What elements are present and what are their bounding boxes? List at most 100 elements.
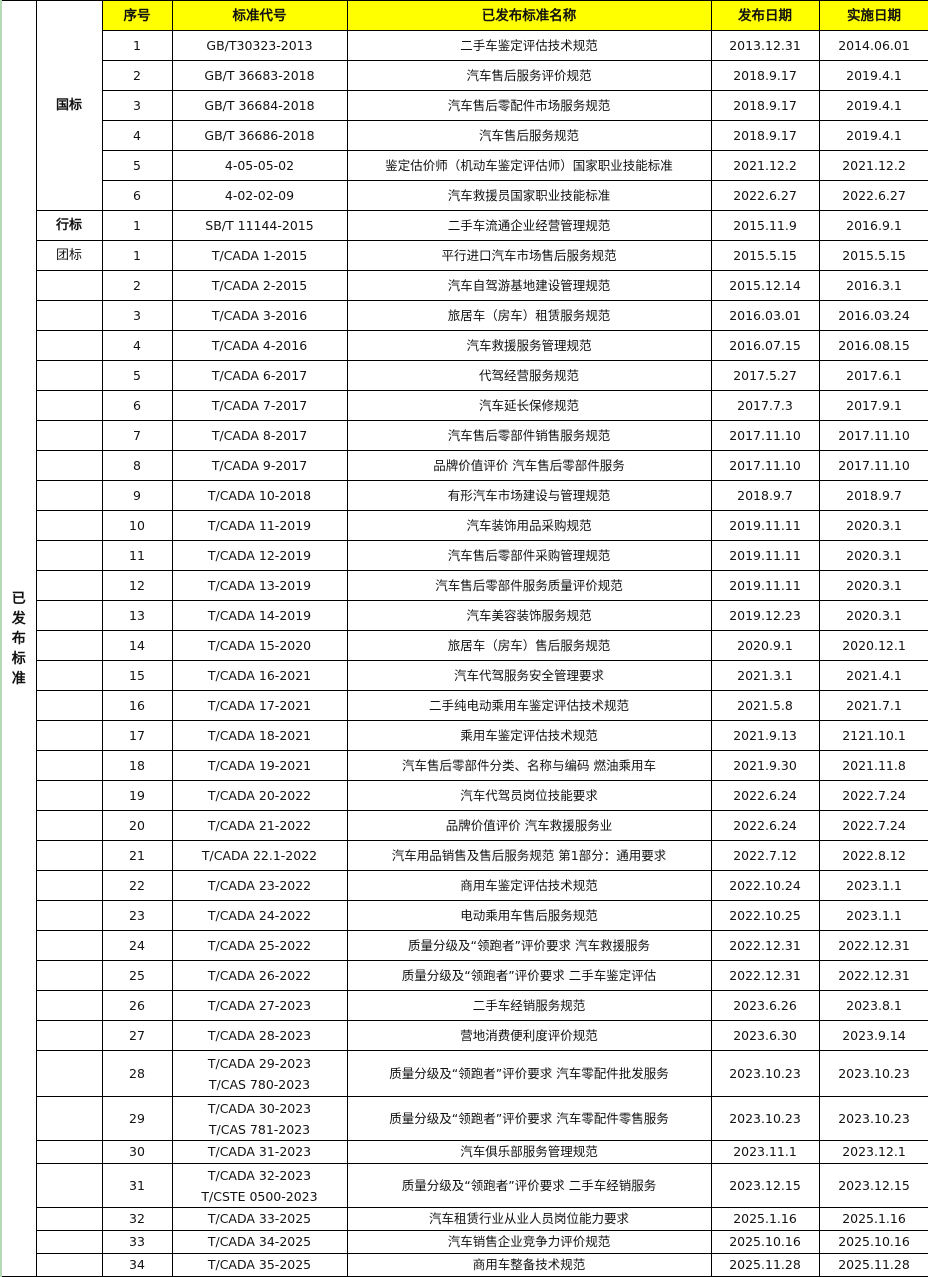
standard-name: 汽车售后零部件采购管理规范 <box>346 540 712 571</box>
standard-code: T/CADA 7-2017 <box>171 390 348 421</box>
row-number: 4 <box>101 330 173 361</box>
row-number: 22 <box>101 870 173 901</box>
standard-name: 汽车售后服务规范 <box>346 120 712 151</box>
table-row: 4 GB/T 36686-2018 汽车售后服务规范 2018.9.17 2019.4.… <box>1 120 928 151</box>
table-row: 2 T/CADA 2-2015 汽车自驾游基地建设管理规范 2015.12.14 201… <box>1 270 928 301</box>
table-row: 14 T/CADA 15-2020 旅居车（房车）售后服务规范 2020.9.1 202… <box>1 630 928 661</box>
standard-code: T/CADA 3-2016 <box>171 300 348 331</box>
row-number: 2 <box>101 270 173 301</box>
row-number: 28 <box>101 1050 173 1097</box>
standard-name: 旅居车（房车）售后服务规范 <box>346 630 712 661</box>
standard-code: T/CADA 15-2020 <box>171 630 348 661</box>
table-row: 29 T/CADA 30-2023 T/CAS 781-2023 质量分级及“领跑者… <box>1 1096 928 1141</box>
standard-name: 品牌价值评价 汽车救援服务业 <box>346 810 712 841</box>
standard-name: 二手车鉴定评估技术规范 <box>346 30 712 61</box>
standard-code: T/CADA 30-2023 T/CAS 781-2023 <box>171 1096 348 1141</box>
table-row: 8 T/CADA 9-2017 品牌价值评价 汽车售后零部件服务 2017.11.10… <box>1 450 928 481</box>
implement-date: 2019.4.1 <box>818 90 928 121</box>
publish-date: 2015.11.9 <box>710 210 820 241</box>
implement-date: 2020.3.1 <box>818 540 928 571</box>
table-row: 9 T/CADA 10-2018 有形汽车市场建设与管理规范 2018.9.7 2018… <box>1 480 928 511</box>
standard-name: 二手纯电动乘用车鉴定评估技术规范 <box>346 690 712 721</box>
standard-code: T/CADA 8-2017 <box>171 420 348 451</box>
row-number: 8 <box>101 450 173 481</box>
table-row: 32 T/CADA 33-2025 汽车租赁行业从业人员岗位能力要求 2025.1.1… <box>1 1207 928 1231</box>
implement-date: 2021.12.2 <box>818 150 928 181</box>
publish-date: 2013.12.31 <box>710 30 820 61</box>
standard-code: T/CADA 29-2023 T/CAS 780-2023 <box>171 1050 348 1097</box>
standard-code: T/CADA 10-2018 <box>171 480 348 511</box>
publish-date: 2018.9.17 <box>710 120 820 151</box>
standard-name: 代驾经营服务规范 <box>346 360 712 391</box>
publish-date: 2021.3.1 <box>710 660 820 691</box>
implement-date: 2019.4.1 <box>818 60 928 91</box>
standard-code: T/CADA 31-2023 <box>171 1140 348 1164</box>
table-row: 7 T/CADA 8-2017 汽车售后零部件销售服务规范 2017.11.10 201… <box>1 420 928 451</box>
row-number: 29 <box>101 1096 173 1141</box>
table-row: 16 T/CADA 17-2021 二手纯电动乘用车鉴定评估技术规范 2021.5.8… <box>1 690 928 721</box>
implement-date: 2015.5.15 <box>818 240 928 271</box>
implement-date: 2020.3.1 <box>818 600 928 631</box>
row-number: 34 <box>101 1253 173 1277</box>
table-row: 团标 1 T/CADA 1-2015 平行进口汽车市场售后服务规范 2015.5.15 2… <box>1 240 928 271</box>
category-cell <box>35 1140 103 1164</box>
publish-date: 2023.12.15 <box>710 1163 820 1208</box>
publish-date: 2023.11.1 <box>710 1140 820 1164</box>
implement-date: 2020.3.1 <box>818 510 928 541</box>
header-code: 标准代号 <box>171 0 348 31</box>
table-row: 13 T/CADA 14-2019 汽车美容装饰服务规范 2019.12.23 2020… <box>1 600 928 631</box>
row-number: 33 <box>101 1230 173 1254</box>
standard-code: T/CADA 16-2021 <box>171 660 348 691</box>
publish-date: 2019.11.11 <box>710 540 820 571</box>
table-row: 30 T/CADA 31-2023 汽车俱乐部服务管理规范 2023.11.1 2023… <box>1 1140 928 1164</box>
table-row: 33 T/CADA 34-2025 汽车销售企业竞争力评价规范 2025.10.16 2… <box>1 1230 928 1254</box>
table-row: 26 T/CADA 27-2023 二手车经销服务规范 2023.6.26 2023.8… <box>1 990 928 1021</box>
standard-name: 有形汽车市场建设与管理规范 <box>346 480 712 511</box>
category-cell: 行标 <box>35 210 103 241</box>
standard-name: 汽车售后零配件市场服务规范 <box>346 90 712 121</box>
standard-name: 质量分级及“领跑者”评价要求 汽车零配件批发服务 <box>346 1050 712 1097</box>
publish-date: 2025.10.16 <box>710 1230 820 1254</box>
row-number: 5 <box>101 150 173 181</box>
implement-date: 2018.9.7 <box>818 480 928 511</box>
table-row: 6 T/CADA 7-2017 汽车延长保修规范 2017.7.3 2017.9.1 <box>1 390 928 421</box>
row-number: 11 <box>101 540 173 571</box>
category-cell <box>35 1050 103 1097</box>
publish-date: 2015.12.14 <box>710 270 820 301</box>
standard-name: 质量分级及“领跑者”评价要求 汽车零配件零售服务 <box>346 1096 712 1141</box>
table-row: 1 GB/T30323-2013 二手车鉴定评估技术规范 2013.12.31 2014… <box>1 30 928 61</box>
table-row: 34 T/CADA 35-2025 商用车整备技术规范 2025.11.28 2025.… <box>1 1253 928 1277</box>
table-row: 18 T/CADA 19-2021 汽车售后零部件分类、名称与编码 燃油乘用车 202… <box>1 750 928 781</box>
table-row: 19 T/CADA 20-2022 汽车代驾员岗位技能要求 2022.6.24 2022… <box>1 780 928 811</box>
implement-date: 2020.3.1 <box>818 570 928 601</box>
table-row: 5 4-05-05-02 鉴定估价师（机动车鉴定评估师）国家职业技能标准 2021.1… <box>1 150 928 181</box>
publish-date: 2016.07.15 <box>710 330 820 361</box>
implement-date: 2016.3.1 <box>818 270 928 301</box>
standard-code: T/CADA 21-2022 <box>171 810 348 841</box>
standard-code: T/CADA 1-2015 <box>171 240 348 271</box>
implement-date: 2017.9.1 <box>818 390 928 421</box>
publish-date: 2025.1.16 <box>710 1207 820 1231</box>
side-label-text: 已发布标准 <box>11 590 26 687</box>
table-row: 21 T/CADA 22.1-2022 汽车用品销售及售后服务规范 第1部分：通用要… <box>1 840 928 871</box>
row-number: 24 <box>101 930 173 961</box>
standard-name: 汽车售后零部件分类、名称与编码 燃油乘用车 <box>346 750 712 781</box>
category-cell <box>35 810 103 841</box>
publish-date: 2018.9.17 <box>710 60 820 91</box>
category-national: 国标 <box>35 0 103 211</box>
table-row: 23 T/CADA 24-2022 电动乘用车售后服务规范 2022.10.25 202… <box>1 900 928 931</box>
publish-date: 2020.9.1 <box>710 630 820 661</box>
row-number: 6 <box>101 180 173 211</box>
publish-date: 2023.6.26 <box>710 990 820 1021</box>
row-number: 1 <box>101 30 173 61</box>
standard-code: T/CADA 35-2025 <box>171 1253 348 1277</box>
row-number: 17 <box>101 720 173 751</box>
standard-code: T/CADA 18-2021 <box>171 720 348 751</box>
category-cell <box>35 900 103 931</box>
row-number: 25 <box>101 960 173 991</box>
category-cell <box>35 870 103 901</box>
category-cell <box>35 1163 103 1208</box>
publish-date: 2017.7.3 <box>710 390 820 421</box>
implement-date: 2121.10.1 <box>818 720 928 751</box>
